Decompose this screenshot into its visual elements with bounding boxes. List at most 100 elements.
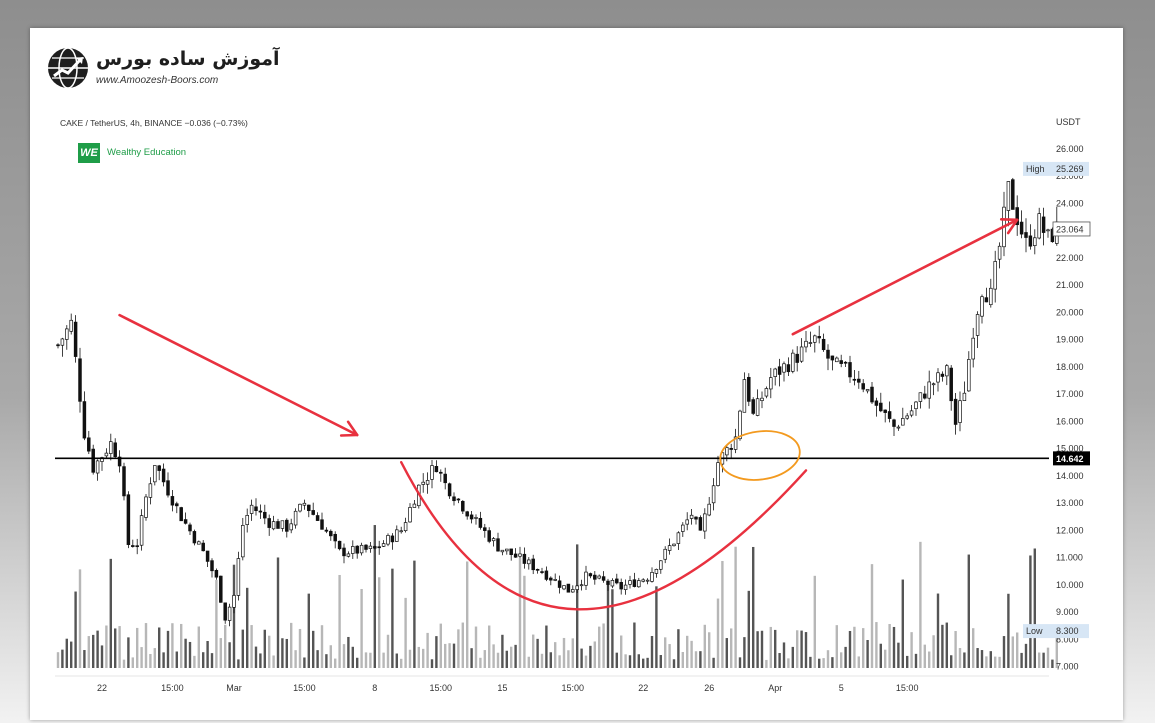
- candle: [1046, 228, 1050, 238]
- candle: [760, 391, 764, 409]
- high-tag-label: High: [1026, 164, 1045, 174]
- candle: [87, 430, 91, 455]
- candle: [566, 583, 571, 593]
- volume-bar: [879, 643, 882, 668]
- volume-bar: [778, 653, 781, 668]
- volume-bar: [963, 652, 966, 668]
- candle-body: [337, 540, 342, 550]
- candle-body: [82, 401, 87, 439]
- volume-bar: [1024, 643, 1028, 668]
- candle: [408, 503, 412, 523]
- chart-frame: آموزش ساده بورس www.Amoozesh-Boors.com C…: [30, 28, 1123, 720]
- volume-bar: [800, 630, 803, 668]
- breakout-circle: [719, 430, 801, 481]
- candle: [984, 287, 989, 303]
- volume-bar: [844, 646, 847, 668]
- candle: [641, 578, 645, 583]
- volume-bar: [140, 647, 143, 668]
- volume-bar: [131, 657, 134, 668]
- price-tick-label: 18.000: [1056, 362, 1084, 372]
- candle-body: [153, 465, 157, 483]
- candle-body: [843, 361, 848, 364]
- candle: [632, 572, 637, 588]
- volume-bar: [866, 639, 869, 668]
- candle-body: [610, 580, 615, 587]
- candle-body: [205, 550, 210, 562]
- volume-bar: [386, 634, 390, 668]
- candle: [351, 540, 355, 559]
- candle: [914, 400, 918, 416]
- volume-bar: [254, 646, 258, 668]
- volume-bar: [373, 525, 376, 668]
- candle: [289, 518, 293, 534]
- candle-body: [315, 515, 320, 521]
- volume-bar: [518, 557, 522, 668]
- candle: [1028, 224, 1033, 250]
- candle-body: [755, 398, 760, 416]
- candle-body: [447, 483, 452, 497]
- candle: [117, 450, 122, 473]
- time-tick-label: 26: [704, 683, 714, 693]
- volume-bar: [492, 644, 495, 668]
- candle: [1041, 207, 1046, 246]
- volume-bar: [184, 638, 187, 668]
- candle-body: [161, 468, 166, 483]
- candle-body: [342, 547, 346, 557]
- volume-bar: [580, 648, 583, 668]
- price-tick-label: 25.000: [1056, 171, 1084, 181]
- candle: [267, 514, 271, 536]
- we-logo-icon: WE: [78, 143, 100, 163]
- last-price-box: [1052, 221, 1091, 237]
- volume-bar: [1042, 652, 1045, 668]
- candle-body: [676, 532, 681, 544]
- uptrend-arrow-head: [999, 218, 1019, 235]
- candle-body: [1033, 237, 1037, 246]
- candle: [967, 351, 971, 392]
- candle: [980, 294, 984, 324]
- candle: [540, 567, 544, 575]
- volume-bar: [320, 625, 324, 668]
- volume-bar: [1038, 652, 1041, 668]
- volume-bar: [127, 637, 130, 668]
- candle: [659, 560, 663, 574]
- candle-body: [307, 504, 311, 512]
- candle-body: [346, 553, 351, 557]
- volume-bar: [848, 630, 852, 668]
- volume-bar: [347, 636, 350, 668]
- candle-body: [940, 373, 945, 377]
- volume-bar: [602, 623, 605, 668]
- candle-body: [685, 519, 689, 525]
- candle: [843, 361, 848, 367]
- volume-bar: [536, 638, 539, 668]
- candle: [584, 565, 588, 591]
- candle: [698, 515, 703, 531]
- candle-body: [694, 516, 698, 520]
- volume-bar: [545, 625, 548, 668]
- volume-bar: [263, 629, 266, 668]
- volume-bar: [422, 648, 425, 668]
- volume-bar: [96, 630, 99, 668]
- candle-body: [478, 517, 483, 528]
- candle: [399, 526, 403, 534]
- candle: [491, 536, 496, 547]
- candle-body: [663, 548, 667, 560]
- candle-body: [927, 381, 931, 399]
- candle-body: [65, 328, 69, 340]
- volume-bar: [1007, 593, 1010, 668]
- volume-bar: [87, 636, 90, 668]
- candle: [122, 462, 126, 501]
- candle: [245, 508, 249, 533]
- candle-body: [579, 584, 584, 587]
- volume-bar: [193, 655, 196, 668]
- candle: [214, 568, 219, 580]
- volume-bar: [853, 626, 856, 668]
- candle-body: [527, 559, 531, 565]
- candle-body: [896, 426, 901, 429]
- candle: [997, 242, 1002, 269]
- volume-bar: [228, 642, 231, 668]
- candle: [663, 546, 667, 564]
- volume-bar: [760, 630, 764, 668]
- candle: [795, 346, 799, 372]
- price-tick-label: 12.000: [1056, 525, 1084, 535]
- volume-bar: [752, 546, 755, 668]
